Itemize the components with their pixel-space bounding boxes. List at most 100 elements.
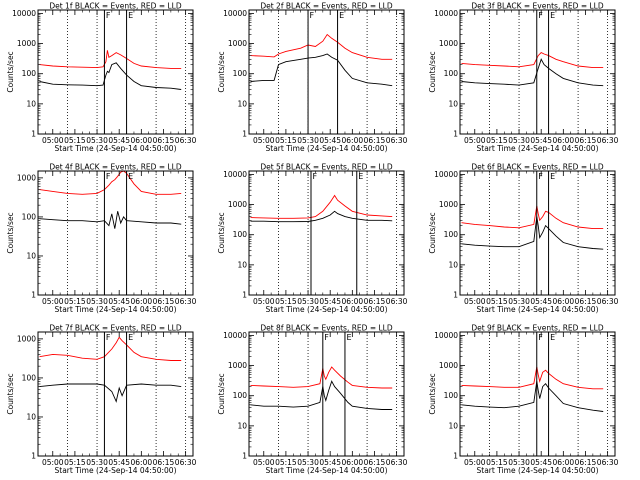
interval-marker-letter: E	[550, 333, 555, 342]
events-series-line	[461, 381, 604, 412]
x-tick-label: 06:30	[597, 297, 619, 306]
y-tick-label: 1000	[439, 39, 458, 48]
x-tick-label: 06:00	[131, 458, 153, 467]
x-tick-label: 06:00	[131, 297, 153, 306]
x-tick-label: 06:30	[597, 458, 619, 467]
interval-marker-letter: E	[346, 333, 351, 342]
y-tick-label: 10	[237, 421, 247, 430]
events-series-line	[39, 62, 182, 90]
x-axis-label: Start Time (24-Sep-14 04:50:00)	[266, 144, 388, 153]
x-tick-label: 05:15	[275, 297, 297, 306]
x-tick-label: 06:15	[364, 458, 386, 467]
interval-marker-letter: E	[339, 11, 344, 20]
plot-frame	[459, 9, 616, 135]
x-tick-label: 06:15	[575, 297, 597, 306]
y-tick-label: 10000	[434, 170, 458, 179]
x-tick-label: 06:00	[131, 136, 153, 145]
y-tick-label: 10	[26, 251, 36, 260]
x-tick-label: 05:30	[297, 458, 319, 467]
y-tick-label: 10	[448, 421, 458, 430]
lld-series-line	[39, 336, 182, 361]
x-axis-label: Start Time (24-Sep-14 04:50:00)	[55, 144, 177, 153]
interval-marker-letter: E	[128, 333, 133, 342]
y-tick-label: 10000	[223, 170, 247, 179]
interval-marker-letter: E	[358, 172, 363, 181]
events-series-line	[461, 58, 604, 87]
interval-marker-letter: F	[324, 333, 329, 342]
x-tick-label: 05:15	[64, 136, 86, 145]
x-tick-label: 05:45	[108, 458, 130, 467]
interval-marker-letter: F	[538, 11, 543, 20]
panel-title: Det 5f BLACK = Events, RED = LLD	[260, 163, 393, 172]
x-tick-label: 05:00	[253, 136, 275, 145]
y-tick-label: 10	[237, 99, 247, 108]
x-tick-label: 06:30	[386, 297, 408, 306]
x-tick-label: 06:15	[364, 297, 386, 306]
lld-series-line	[250, 366, 393, 389]
events-series-line	[461, 216, 604, 250]
y-tick-label: 100	[233, 69, 248, 78]
events-series-line	[250, 210, 393, 223]
interval-marker-letter: E	[550, 11, 555, 20]
y-tick-label: 100	[444, 69, 459, 78]
interval-marker-letter: E	[128, 11, 133, 20]
x-tick-label: 05:45	[530, 458, 552, 467]
x-tick-label: 05:45	[530, 136, 552, 145]
y-tick-label: 100	[233, 391, 248, 400]
y-tick-label: 10	[448, 99, 458, 108]
x-tick-label: 05:15	[486, 297, 508, 306]
y-tick-label: 1000	[439, 361, 458, 370]
x-tick-label: 05:00	[42, 458, 64, 467]
y-tick-label: 10000	[223, 9, 247, 18]
x-tick-label: 05:15	[275, 136, 297, 145]
x-axis-label: Start Time (24-Sep-14 04:50:00)	[477, 305, 599, 314]
panel-title: Det 1f BLACK = Events, RED = LLD	[49, 2, 182, 11]
x-tick-label: 05:15	[486, 136, 508, 145]
x-tick-label: 05:30	[508, 297, 530, 306]
x-tick-label: 06:15	[153, 136, 175, 145]
y-axis-label: Counts/sec	[6, 51, 15, 92]
y-tick-label: 1000	[228, 200, 247, 209]
lld-series-line	[250, 33, 393, 60]
x-tick-label: 06:15	[153, 458, 175, 467]
x-tick-label: 05:15	[64, 458, 86, 467]
y-tick-label: 10000	[223, 331, 247, 340]
y-tick-label: 1000	[228, 361, 247, 370]
events-series-line	[250, 380, 393, 410]
plot-frame	[459, 170, 616, 296]
x-tick-label: 05:00	[464, 136, 486, 145]
x-tick-label: 05:15	[64, 297, 86, 306]
y-tick-label: 10	[26, 99, 36, 108]
panel-title: Det 3f BLACK = Events, RED = LLD	[471, 2, 604, 11]
interval-marker-letter: F	[538, 333, 543, 342]
y-tick-label: 1000	[228, 39, 247, 48]
interval-marker-letter: E	[128, 172, 133, 181]
y-axis-label: Counts/sec	[217, 212, 226, 253]
plot-frame	[248, 331, 405, 457]
x-tick-label: 05:45	[108, 136, 130, 145]
y-tick-label: 100	[444, 230, 459, 239]
y-tick-label: 10000	[434, 9, 458, 18]
y-tick-label: 1	[453, 130, 458, 139]
panel-title: Det 7f BLACK = Events, RED = LLD	[49, 324, 182, 333]
lld-series-line	[250, 194, 393, 219]
x-tick-label: 05:30	[508, 458, 530, 467]
x-tick-label: 05:00	[253, 458, 275, 467]
y-tick-label: 1	[31, 130, 36, 139]
y-tick-label: 1000	[17, 173, 36, 182]
x-axis-label: Start Time (24-Sep-14 04:50:00)	[266, 466, 388, 475]
interval-marker-letter: F	[106, 172, 111, 181]
y-tick-label: 1	[453, 291, 458, 300]
x-tick-label: 05:45	[319, 458, 341, 467]
interval-marker-letter: E	[550, 172, 555, 181]
lld-series-line	[39, 50, 182, 69]
x-tick-label: 05:00	[464, 458, 486, 467]
x-tick-label: 05:45	[530, 297, 552, 306]
panel-title: Det 8f BLACK = Events, RED = LLD	[260, 324, 393, 333]
y-axis-label: Counts/sec	[6, 373, 15, 414]
plot-frame	[37, 170, 194, 296]
